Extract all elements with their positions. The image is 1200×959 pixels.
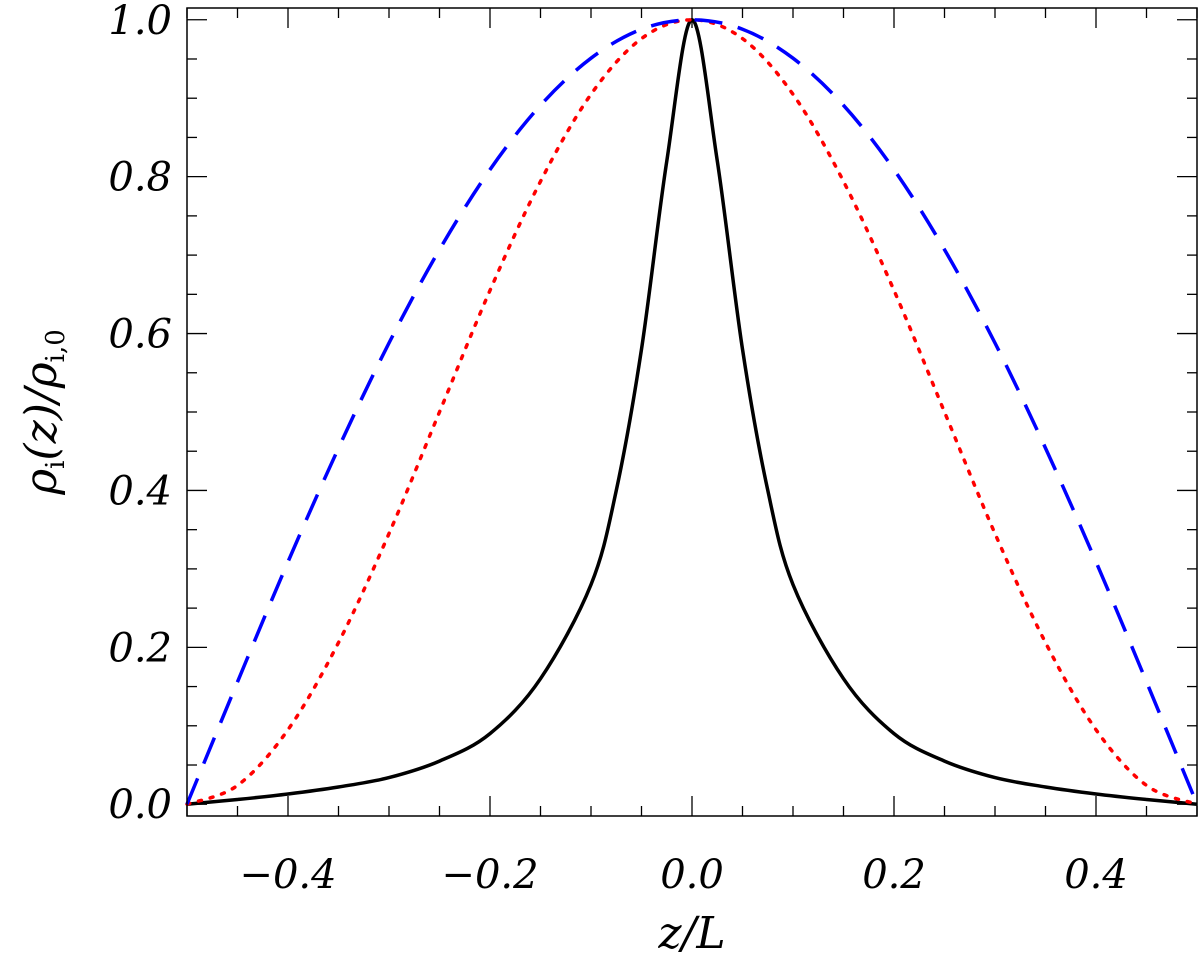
series-line-dotted xyxy=(185,18,1199,806)
y-tick-label: 0.0 xyxy=(108,782,172,828)
y-axis-title: ρi(z)/ρi,0 xyxy=(16,329,71,496)
y-tick-label: 0.6 xyxy=(108,312,172,358)
y-tick-label: 0.2 xyxy=(108,625,172,671)
axis-ticks xyxy=(186,8,1198,816)
x-tick-label: −0.2 xyxy=(441,852,538,898)
tick-labels: −0.4 −0.2 0.0 0.2 0.4 0.0 0.2 0.4 0.6 0.8 1.0 xyxy=(108,0,1127,898)
x-axis-title: z/L xyxy=(657,908,725,959)
y-tick-label: 0.4 xyxy=(108,468,172,514)
series-line-dashed xyxy=(185,18,1199,805)
x-tick-label: 0.2 xyxy=(862,852,926,898)
y-tick-label: 1.0 xyxy=(108,0,172,44)
x-tick-label: −0.4 xyxy=(239,852,336,898)
x-tick-label: 0.0 xyxy=(660,852,724,898)
y-tick-label: 0.8 xyxy=(108,155,172,201)
series-group xyxy=(185,18,1199,806)
plot-frame xyxy=(186,7,1198,817)
x-tick-label: 0.4 xyxy=(1064,852,1128,898)
series-line-solid xyxy=(186,18,1198,806)
